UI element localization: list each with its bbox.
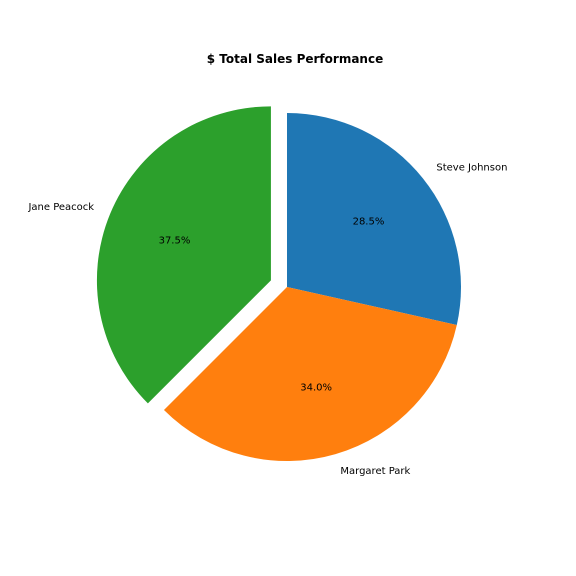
pie-slice-margaret-park (163, 287, 457, 461)
slice-percent-label: 34.0% (300, 382, 332, 393)
pie-slice-steve-johnson (287, 113, 461, 325)
pie-slice-jane-peacock (96, 106, 271, 404)
chart-title: $ Total Sales Performance (207, 52, 383, 66)
slice-label: Jane Peacock (27, 202, 94, 213)
slice-label: Steve Johnson (436, 162, 507, 173)
slice-label: Margaret Park (340, 466, 410, 477)
slice-percent-label: 28.5% (353, 217, 385, 228)
slice-percent-label: 37.5% (159, 235, 191, 246)
